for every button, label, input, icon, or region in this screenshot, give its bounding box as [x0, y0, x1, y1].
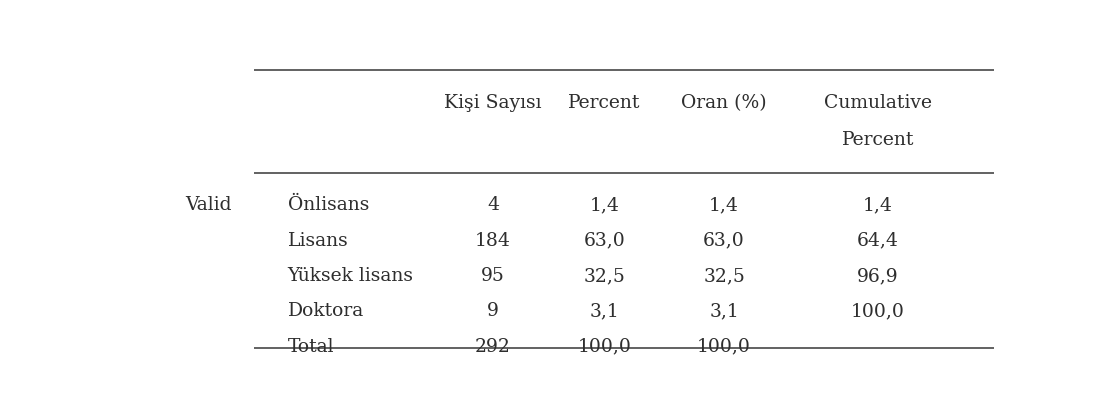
Text: 3,1: 3,1: [709, 302, 739, 320]
Text: 9: 9: [487, 302, 499, 320]
Text: Lisans: Lisans: [288, 232, 349, 250]
Text: 64,4: 64,4: [857, 232, 899, 250]
Text: Kişi Sayısı: Kişi Sayısı: [444, 94, 542, 112]
Text: 1,4: 1,4: [709, 196, 739, 214]
Text: Önlisans: Önlisans: [288, 196, 369, 214]
Text: 32,5: 32,5: [583, 267, 625, 285]
Text: Cumulative: Cumulative: [824, 94, 932, 112]
Text: 100,0: 100,0: [577, 338, 631, 356]
Text: 100,0: 100,0: [851, 302, 905, 320]
Text: Percent: Percent: [842, 132, 914, 150]
Text: 63,0: 63,0: [703, 232, 745, 250]
Text: Valid: Valid: [185, 196, 232, 214]
Text: 95: 95: [481, 267, 505, 285]
Text: Oran (%): Oran (%): [681, 94, 767, 112]
Text: 4: 4: [487, 196, 499, 214]
Text: Yüksek lisans: Yüksek lisans: [288, 267, 414, 285]
Text: 1,4: 1,4: [590, 196, 619, 214]
Text: 1,4: 1,4: [863, 196, 893, 214]
Text: Percent: Percent: [569, 94, 640, 112]
Text: Total: Total: [288, 338, 335, 356]
Text: 63,0: 63,0: [583, 232, 625, 250]
Text: 184: 184: [475, 232, 511, 250]
Text: 3,1: 3,1: [590, 302, 619, 320]
Text: 96,9: 96,9: [858, 267, 899, 285]
Text: 292: 292: [475, 338, 511, 356]
Text: 100,0: 100,0: [697, 338, 751, 356]
Text: 32,5: 32,5: [703, 267, 745, 285]
Text: Doktora: Doktora: [288, 302, 364, 320]
